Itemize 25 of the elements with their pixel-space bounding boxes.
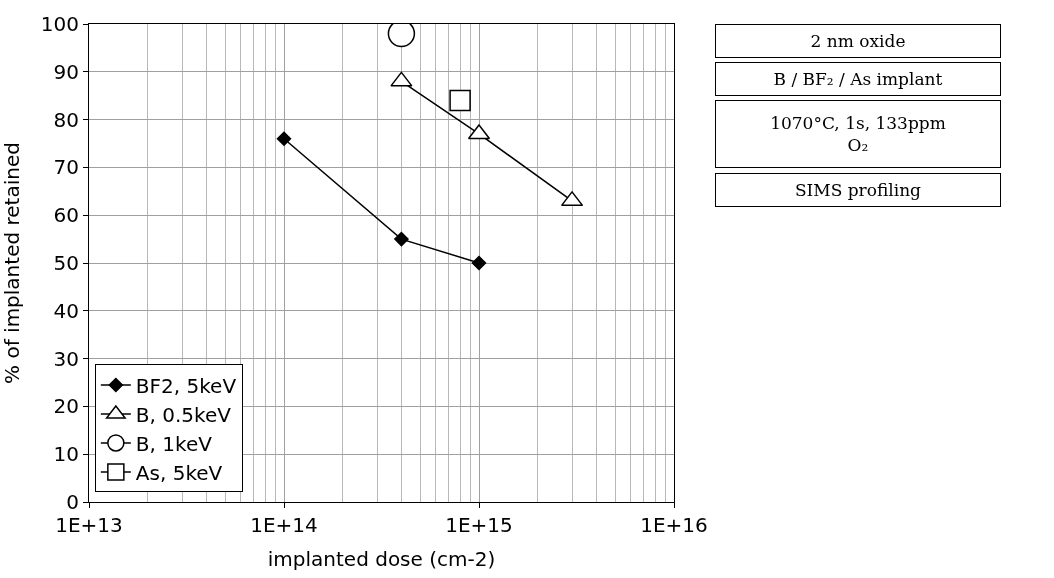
y-tick-label: 60 xyxy=(53,203,79,228)
y-tick-label: 0 xyxy=(66,490,79,514)
y-tick-label: 10 xyxy=(53,442,79,467)
x-tick-label: 1E+13 xyxy=(55,513,123,537)
x-tick-label: 1E+15 xyxy=(445,513,513,537)
y-tick-label: 70 xyxy=(53,155,79,180)
y-tick-label: 100 xyxy=(40,12,79,36)
legend-label: BF2, 5keV xyxy=(135,373,237,398)
legend-label: B, 1keV xyxy=(135,431,213,456)
text: SIMS profiling xyxy=(794,180,922,200)
text: B / BF₂ / As implant xyxy=(773,69,943,89)
text: 2 nm oxide xyxy=(810,31,906,51)
y-tick-label: 90 xyxy=(53,59,79,84)
legend-label: B, 0.5keV xyxy=(135,402,232,427)
x-tick-label: 1E+14 xyxy=(250,513,318,537)
y-tick-label: 30 xyxy=(53,346,79,371)
y-axis-title: % of implanted retained xyxy=(0,142,25,384)
y-tick-label: 80 xyxy=(53,107,79,132)
y-tick-label: 20 xyxy=(53,394,79,419)
legend-label: As, 5keV xyxy=(135,460,223,485)
y-tick-label: 40 xyxy=(53,298,79,323)
text: 1070°C, 1s, 133ppm O₂ xyxy=(770,112,946,156)
y-tick-label: 50 xyxy=(53,251,79,275)
x-tick-label: 1E+16 xyxy=(640,513,708,537)
x-axis-title: implanted dose (cm-2) xyxy=(267,546,496,571)
